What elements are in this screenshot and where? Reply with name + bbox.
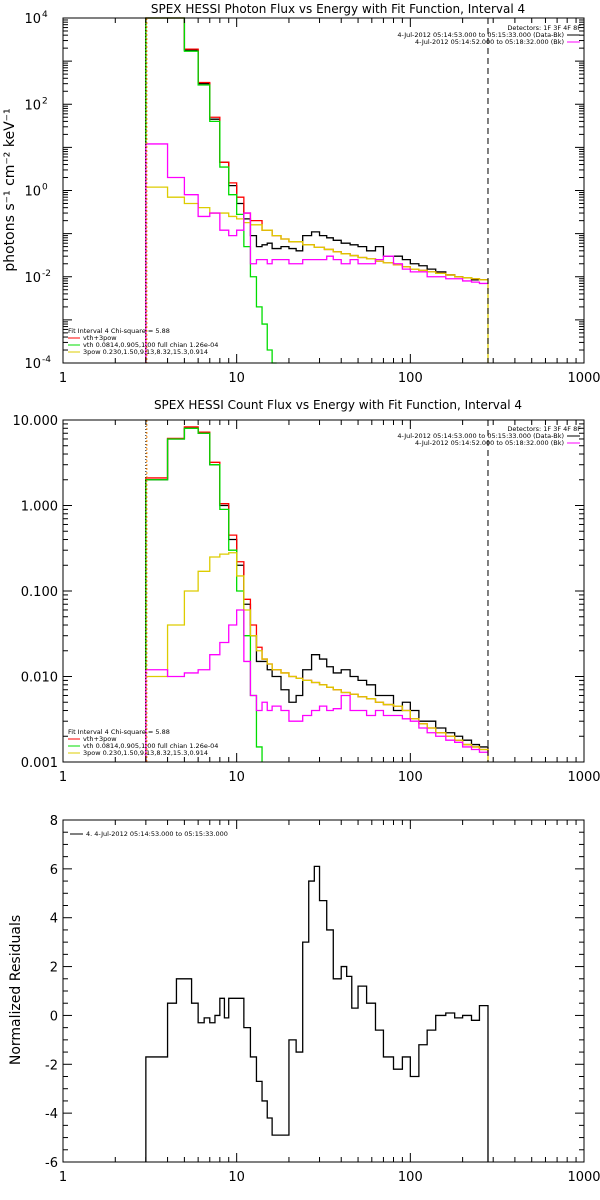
- y-tick-label: 0: [50, 1009, 58, 1024]
- y-tick-label: 4: [50, 912, 58, 927]
- axis-ticks: 1 10 100 1000 -6 -4 -2 0 2 4 6 8: [45, 814, 600, 1185]
- x-tick-label: 1000: [567, 371, 600, 386]
- y-tick-exponent: 2: [42, 96, 48, 106]
- series-total_fit-line: [145, 17, 488, 363]
- series-background-line: [145, 143, 488, 363]
- y-tick-label: 0.010: [21, 671, 58, 686]
- plot-frame: [62, 17, 585, 364]
- chart-title: SPEX HESSI Photon Flux vs Energy with Fi…: [151, 2, 525, 16]
- legend-header: Detectors: 1F 3F 4F 8F: [507, 425, 581, 433]
- x-tick-label: 10: [228, 371, 245, 386]
- legend-label: vth 0.0814,0.905,1.00 full chian 1.26e-0…: [83, 742, 218, 750]
- x-tick-label: 1: [59, 371, 67, 386]
- y-tick-label: 8: [50, 814, 58, 829]
- y-tick-label: -4: [45, 1107, 58, 1122]
- y-tick-exponent: 4: [42, 10, 48, 20]
- legend-label: 4-Jul-2012 05:14:52.000 to 05:18:32.000 …: [415, 38, 564, 46]
- series-group: [145, 426, 489, 762]
- series-vth-line: [145, 17, 277, 364]
- vline-group: [145, 420, 489, 762]
- legend-label: vth 0.0814,0.905,1.00 full chian 1.26e-0…: [83, 341, 218, 349]
- series-data-line: [145, 427, 489, 762]
- legend-label: 4-Jul-2012 05:14:53.000 to 05:15:33.000 …: [397, 31, 564, 39]
- series-residuals-line: [145, 865, 489, 1162]
- photon-flux-panel: SPEX HESSI Photon Flux vs Energy with Fi…: [2, 2, 600, 386]
- y-tick-label: 10: [24, 12, 41, 27]
- x-tick-label: 1000: [567, 1170, 600, 1185]
- x-tick-label: 10: [228, 770, 245, 785]
- x-tick-label: 100: [398, 770, 423, 785]
- y-tick-exponent: 0: [42, 183, 48, 193]
- y-tick-label: 2: [50, 961, 58, 976]
- legend-label: vth+3pow: [83, 735, 117, 743]
- y-tick-label: 10.000: [13, 414, 59, 429]
- x-tick-label: 10: [228, 1170, 245, 1185]
- legend-label: vth+3pow: [83, 334, 117, 342]
- vline-group: [145, 18, 489, 363]
- series-powerlaw-line: [145, 186, 489, 363]
- legend-label: 4-Jul-2012 05:14:53.000 to 05:15:33.000 …: [397, 432, 564, 440]
- series-powerlaw-line: [145, 552, 489, 762]
- count-flux-panel: SPEX HESSI Count Flux vs Energy with Fit…: [13, 398, 600, 785]
- legend-right: Detectors: 1F 3F 4F 8F 4-Jul-2012 05:14:…: [397, 24, 581, 46]
- x-tick-label: 1: [59, 770, 67, 785]
- legend-left: Fit Interval 4 Chi-square = 5.88 vth+3po…: [68, 728, 218, 757]
- legend-label: 4. 4-Jul-2012 05:14:53.000 to 05:15:33.0…: [86, 830, 228, 838]
- series-data-line: [145, 17, 488, 363]
- axis-ticks: 1 10 100 1000 0.001 0.010 0.100 1.000 10.000: [13, 414, 600, 785]
- x-tick-label: 1: [59, 1170, 67, 1185]
- y-axis-label: photons s⁻¹ cm⁻² keV⁻¹: [2, 108, 18, 271]
- y-tick-label: 10: [24, 271, 41, 286]
- residuals-panel: 1 10 100 1000 -6 -4 -2 0 2 4 6 8 Normalized Residua…: [8, 814, 600, 1185]
- legend-label: 3pow 0.230,1.50,9.13,8.32,15.3,0.914: [83, 348, 208, 356]
- x-tick-label: 1000: [567, 770, 600, 785]
- y-tick-label: 10: [24, 357, 41, 372]
- fit-info-header: Fit Interval 4 Chi-square = 5.88: [68, 327, 170, 335]
- y-tick-exponent: -2: [42, 269, 51, 279]
- x-tick-label: 100: [398, 1170, 423, 1185]
- y-tick-label: 1.000: [21, 500, 58, 515]
- series-total_fit-line: [145, 426, 489, 762]
- y-tick-label: 10: [24, 98, 41, 113]
- legend-label: 4-Jul-2012 05:14:52.000 to 05:18:32.000 …: [415, 439, 564, 447]
- legend-left: 4. 4-Jul-2012 05:14:53.000 to 05:15:33.0…: [70, 830, 228, 838]
- plot-frame: [62, 419, 585, 763]
- y-tick-label: -6: [45, 1156, 58, 1171]
- legend-right: Detectors: 1F 3F 4F 8F 4-Jul-2012 05:14:…: [397, 425, 581, 447]
- chart-title: SPEX HESSI Count Flux vs Energy with Fit…: [154, 398, 522, 412]
- series-group: [145, 17, 489, 364]
- x-tick-label: 100: [398, 371, 423, 386]
- y-tick-exponent: -4: [42, 355, 51, 365]
- legend-header: Detectors: 1F 3F 4F 8F: [507, 24, 581, 32]
- legend-left: Fit Interval 4 Chi-square = 5.88 vth+3po…: [68, 327, 218, 356]
- y-tick-label: 10: [24, 185, 41, 200]
- series-background-line: [145, 609, 489, 762]
- fit-info-header: Fit Interval 4 Chi-square = 5.88: [68, 728, 170, 736]
- y-tick-label: 6: [50, 863, 58, 878]
- y-tick-label: 0.100: [21, 585, 58, 600]
- y-tick-label: -2: [45, 1058, 58, 1073]
- y-axis-label: Normalized Residuals: [8, 915, 24, 1065]
- y-tick-label: 0.001: [21, 756, 58, 771]
- series-group: [145, 865, 489, 1162]
- legend-label: 3pow 0.230,1.50,9.13,8.32,15.3,0.914: [83, 749, 208, 757]
- plot-frame: [62, 819, 585, 1163]
